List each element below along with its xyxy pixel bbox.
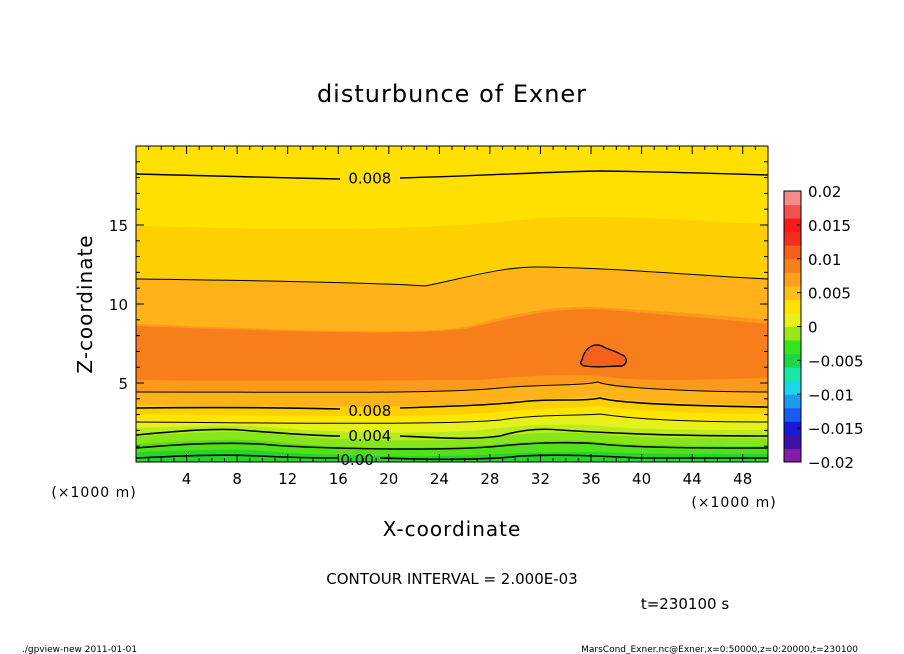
y-tick-label: 15 xyxy=(109,217,128,235)
x-tick-label: 24 xyxy=(430,470,449,488)
x-tick-label: 16 xyxy=(329,470,348,488)
colorbar-swatch xyxy=(784,340,801,355)
colorbar-swatch xyxy=(784,421,801,436)
contour-interval-note: CONTOUR INTERVAL = 2.000E-03 xyxy=(326,570,577,588)
colorbar-swatch xyxy=(784,394,801,409)
y-tick-label: 5 xyxy=(118,375,128,393)
colorbar-swatch xyxy=(784,407,801,422)
colorbar-swatch xyxy=(784,326,801,341)
colorbar-swatch xyxy=(784,231,801,246)
x-tick-label: 12 xyxy=(278,470,297,488)
x-tick-label: 44 xyxy=(683,470,702,488)
colorbar-swatch xyxy=(784,434,801,449)
colorbar-swatch xyxy=(784,448,801,463)
colorbar: 0.02 0.015 0.01 0.005 0 −0.005 −0.01 −0.015 −0.0… xyxy=(783,183,864,472)
program-note: ./gpview-new 2011-01-01 xyxy=(22,645,137,654)
x-tick-label: 8 xyxy=(232,470,242,488)
colorbar-swatch xyxy=(784,204,801,219)
x-tick-label: 20 xyxy=(379,470,398,488)
contour-line-0.002 xyxy=(136,441,768,450)
colorbar-tick-label: −0.01 xyxy=(808,386,854,404)
contour-line-0.010-upper xyxy=(136,266,768,287)
x-tick-label: 48 xyxy=(733,470,752,488)
y-tick-label: 10 xyxy=(109,296,128,314)
file-note: MarsCond_Exner.nc@Exner,x=0:50000,z=0:20… xyxy=(581,645,858,654)
chart-title: disturbunce of Exner xyxy=(317,80,587,108)
contour-line-0.010-lower xyxy=(136,381,768,393)
colorbar-swatch xyxy=(784,380,801,395)
colorbar-swatch xyxy=(784,353,801,368)
colorbar-tick-label: −0.005 xyxy=(808,352,864,370)
contour-lines xyxy=(136,170,768,461)
contour-labels: 0.008 0.008 0.004 0.00 xyxy=(340,170,391,469)
time-stamp: t=230100 s xyxy=(641,595,729,613)
colorbar-swatch xyxy=(784,245,801,260)
colorbar-tick-label: 0 xyxy=(808,319,818,337)
contour-label: 0.008 xyxy=(348,402,391,420)
contour-label: 0.008 xyxy=(348,170,391,188)
colorbar-swatch xyxy=(784,367,801,382)
colorbar-tick-label: −0.02 xyxy=(808,454,854,472)
contour-label: 0.004 xyxy=(348,427,391,445)
x-tick-label: 32 xyxy=(531,470,550,488)
x-tick-label: 4 xyxy=(182,470,192,488)
contour-line-0.008-upper xyxy=(136,170,768,180)
x-tick-label: 28 xyxy=(480,470,499,488)
band-red-blob xyxy=(580,344,627,367)
x-axis-unit: (×1000 m) xyxy=(691,495,776,511)
colorbar-tick-label: 0.005 xyxy=(808,285,851,303)
colorbar-swatch xyxy=(784,285,801,300)
y-axis-unit: (×1000 m) xyxy=(51,485,136,501)
contour-line-0.012-closed xyxy=(580,344,627,368)
colorbar-tick-label: 0.01 xyxy=(808,251,841,269)
filled-bands xyxy=(136,146,768,462)
colorbar-swatch xyxy=(784,258,801,273)
colorbar-tick-label: −0.015 xyxy=(808,420,864,438)
colorbar-tick-label: 0.015 xyxy=(808,217,851,235)
colorbar-swatch xyxy=(784,218,801,233)
x-tick-label: 36 xyxy=(581,470,600,488)
colorbar-swatch xyxy=(784,299,801,314)
y-axis-label: Z-coordinate xyxy=(73,234,97,373)
contour-line-0.008-lower xyxy=(136,397,768,410)
colorbar-swatch xyxy=(784,191,801,206)
contour-line-0.006 xyxy=(136,413,768,424)
contour-line-0.004 xyxy=(136,428,768,440)
x-axis-label: X-coordinate xyxy=(383,517,522,541)
colorbar-swatch xyxy=(784,272,801,287)
x-tick-label: 40 xyxy=(632,470,651,488)
band-green-deep xyxy=(136,449,768,462)
x-axis-ticks: 4 8 12 16 20 24 28 32 36 40 44 48 xyxy=(148,146,756,488)
y-axis-ticks: 5 10 15 xyxy=(109,161,768,447)
colorbar-swatch xyxy=(784,312,801,327)
colorbar-tick-label: 0.02 xyxy=(808,183,841,201)
contour-label: 0.00 xyxy=(340,451,373,469)
